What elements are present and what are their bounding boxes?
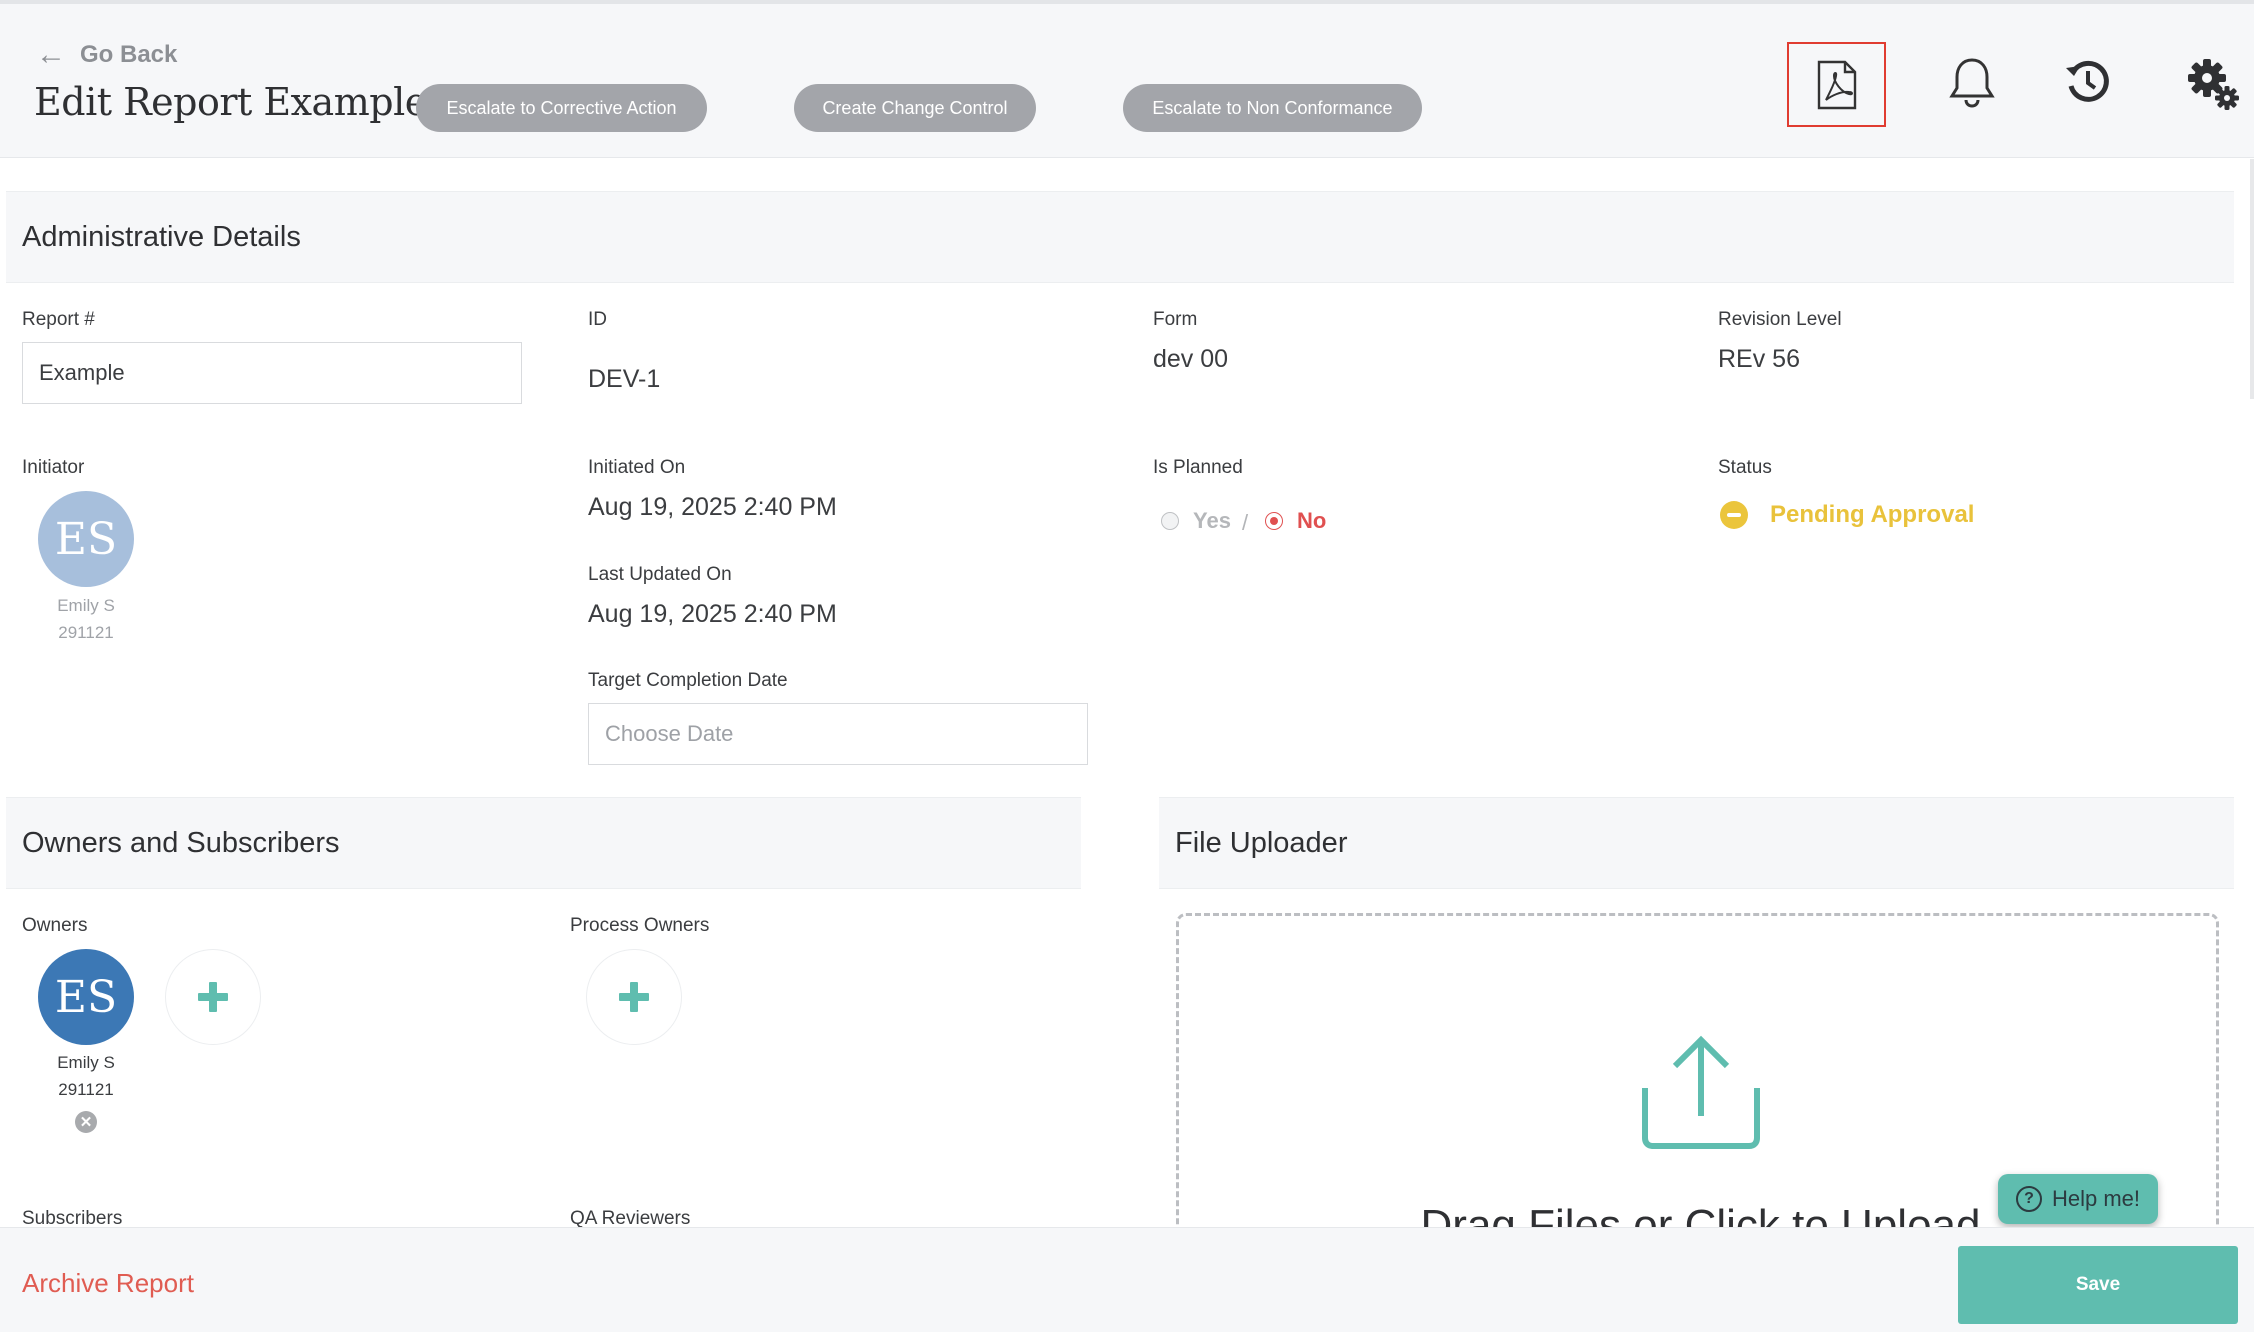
initiator-avatar[interactable]: ES bbox=[38, 491, 134, 587]
report-number-label: Report # bbox=[22, 309, 95, 330]
admin-section-header: Administrative Details bbox=[6, 191, 2234, 283]
pending-icon bbox=[1720, 501, 1748, 529]
planned-yes-radio[interactable]: Yes bbox=[1161, 508, 1231, 534]
upload-icon bbox=[1642, 1035, 1760, 1149]
last-updated-label: Last Updated On bbox=[588, 564, 732, 585]
initiator-label: Initiator bbox=[22, 457, 85, 478]
initiated-on-value: Aug 19, 2025 2:40 PM bbox=[588, 493, 837, 521]
plus-icon bbox=[198, 982, 228, 1012]
help-button[interactable]: ? Help me! bbox=[1998, 1174, 2158, 1224]
page-footer: Archive Report Save bbox=[0, 1227, 2254, 1332]
initiated-on-label: Initiated On bbox=[588, 457, 686, 478]
is-planned-label: Is Planned bbox=[1153, 457, 1243, 478]
add-process-owner-button[interactable] bbox=[586, 949, 682, 1045]
form-label: Form bbox=[1153, 309, 1198, 330]
go-back-link[interactable]: ← Go Back bbox=[36, 40, 177, 70]
page-header: ← Go Back Edit Report Example Escalate t… bbox=[0, 4, 2254, 158]
pdf-icon[interactable] bbox=[1787, 42, 1886, 127]
archive-report-link[interactable]: Archive Report bbox=[22, 1268, 194, 1298]
initiator-name-text: Emily S bbox=[57, 596, 115, 615]
planned-yes-label: Yes bbox=[1193, 508, 1231, 533]
owner-id-text: 291121 bbox=[58, 1080, 114, 1099]
id-value: DEV-1 bbox=[588, 365, 661, 393]
revision-level-label: Revision Level bbox=[1718, 309, 1842, 330]
status-value: Pending Approval bbox=[1770, 501, 1975, 528]
owners-label: Owners bbox=[22, 915, 88, 936]
owners-section-header: Owners and Subscribers bbox=[6, 797, 1081, 889]
planned-no-label: No bbox=[1297, 508, 1327, 533]
page-title: Edit Report Example bbox=[34, 80, 427, 124]
report-number-input[interactable] bbox=[22, 342, 522, 404]
initiator-id-text: 291121 bbox=[58, 623, 114, 642]
plus-icon bbox=[619, 982, 649, 1012]
escalate-corrective-action-button[interactable]: Escalate to Corrective Action bbox=[416, 84, 707, 132]
revision-level-value: REv 56 bbox=[1718, 345, 1800, 373]
subscribers-label: Subscribers bbox=[22, 1208, 123, 1227]
radio-checked-icon bbox=[1265, 512, 1283, 530]
scrollbar[interactable] bbox=[2250, 159, 2254, 399]
upload-instruction: Drag Files or Click to Upload bbox=[1420, 1201, 1981, 1227]
owner-name-text: Emily S bbox=[57, 1053, 115, 1072]
status-label: Status bbox=[1718, 457, 1772, 478]
file-drop-zone[interactable]: Drag Files or Click to Upload bbox=[1176, 913, 2219, 1227]
help-label: Help me! bbox=[2051, 1186, 2141, 1211]
question-icon: ? bbox=[2015, 1186, 2042, 1212]
last-updated-value: Aug 19, 2025 2:40 PM bbox=[588, 600, 837, 628]
go-back-label: Go Back bbox=[80, 41, 178, 68]
initiator-name: Emily S 291121 bbox=[38, 592, 134, 646]
form-value: dev 00 bbox=[1153, 345, 1229, 373]
owner-name: Emily S 291121 bbox=[38, 1049, 134, 1103]
bell-icon[interactable] bbox=[1944, 54, 2000, 110]
qa-reviewers-label: QA Reviewers bbox=[570, 1208, 691, 1227]
save-button[interactable]: Save bbox=[1958, 1246, 2238, 1324]
radio-unchecked-icon bbox=[1161, 512, 1179, 530]
top-border bbox=[0, 0, 2254, 4]
process-owners-label: Process Owners bbox=[570, 915, 710, 936]
target-completion-label: Target Completion Date bbox=[588, 670, 788, 691]
planned-separator: / bbox=[1242, 510, 1249, 535]
status-badge: Pending Approval bbox=[1720, 501, 1974, 529]
id-label: ID bbox=[588, 309, 607, 330]
history-icon[interactable] bbox=[2060, 54, 2116, 110]
arrow-left-icon: ← bbox=[36, 38, 66, 71]
escalate-non-conformance-button[interactable]: Escalate to Non Conformance bbox=[1123, 84, 1422, 132]
remove-owner-icon[interactable]: ✕ bbox=[75, 1111, 97, 1133]
create-change-control-button[interactable]: Create Change Control bbox=[794, 84, 1036, 132]
planned-no-radio[interactable]: No bbox=[1265, 508, 1326, 534]
file-uploader-header: File Uploader bbox=[1159, 797, 2234, 889]
main-content[interactable]: Administrative Details Report # ID DEV-1… bbox=[0, 159, 2254, 1227]
gear-icon[interactable] bbox=[2183, 54, 2243, 114]
target-completion-date-input[interactable] bbox=[588, 703, 1088, 765]
add-owner-button[interactable] bbox=[165, 949, 261, 1045]
owner-avatar[interactable]: ES bbox=[38, 949, 134, 1045]
